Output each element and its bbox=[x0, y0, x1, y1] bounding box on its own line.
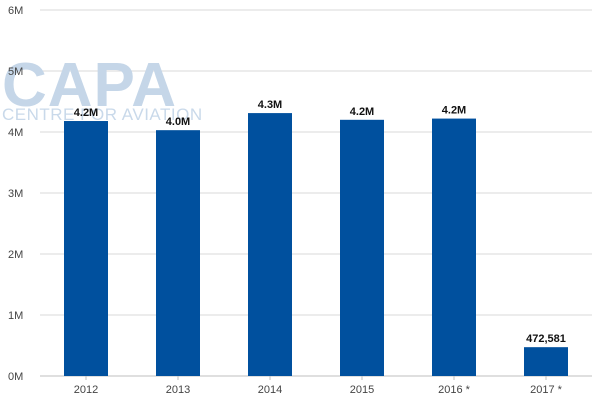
data-labels: 4.2M 4.0M 4.3M 4.2M 4.2M 472,581 bbox=[74, 99, 566, 345]
bar-2017 bbox=[524, 347, 568, 376]
bar-value-label: 472,581 bbox=[526, 333, 566, 345]
x-tick-label: 2013 bbox=[166, 384, 190, 396]
bar-2012 bbox=[64, 121, 108, 377]
watermark-subtitle: CENTRE FOR AVIATION bbox=[2, 105, 203, 124]
y-tick-label: 2M bbox=[8, 249, 23, 261]
capa-watermark: CAPA CENTRE FOR AVIATION bbox=[2, 51, 203, 124]
bar-value-label: 4.2M bbox=[74, 107, 98, 119]
y-tick-label: 5M bbox=[8, 66, 23, 78]
x-tick-label: 2016 * bbox=[438, 384, 471, 396]
y-tick-label: 1M bbox=[8, 310, 23, 322]
bar-2014 bbox=[248, 113, 292, 376]
x-axis-tick-labels: 2012 2013 2014 2015 2016 * 2017 * bbox=[74, 376, 563, 396]
x-tick-label: 2014 bbox=[258, 384, 282, 396]
gridlines bbox=[40, 9, 592, 377]
bars bbox=[64, 113, 568, 377]
bar-2013 bbox=[156, 130, 200, 376]
bar-2016 bbox=[432, 118, 476, 376]
watermark-logo-text: CAPA bbox=[2, 51, 177, 120]
x-tick-label: 2012 bbox=[74, 384, 98, 396]
x-tick-label: 2017 * bbox=[530, 384, 563, 396]
bar-value-label: 4.3M bbox=[258, 99, 282, 111]
bar-value-label: 4.0M bbox=[166, 116, 190, 128]
y-tick-label: 0M bbox=[8, 371, 23, 383]
y-tick-label: 4M bbox=[8, 127, 23, 139]
y-axis-tick-labels: 0M 1M 2M 3M 4M 5M 6M bbox=[8, 5, 23, 383]
y-tick-label: 6M bbox=[8, 5, 23, 17]
bar-value-label: 4.2M bbox=[442, 105, 466, 117]
y-tick-label: 3M bbox=[8, 188, 23, 200]
bar-2015 bbox=[340, 119, 384, 377]
bar-value-label: 4.2M bbox=[350, 106, 374, 118]
x-tick-label: 2015 bbox=[350, 384, 374, 396]
